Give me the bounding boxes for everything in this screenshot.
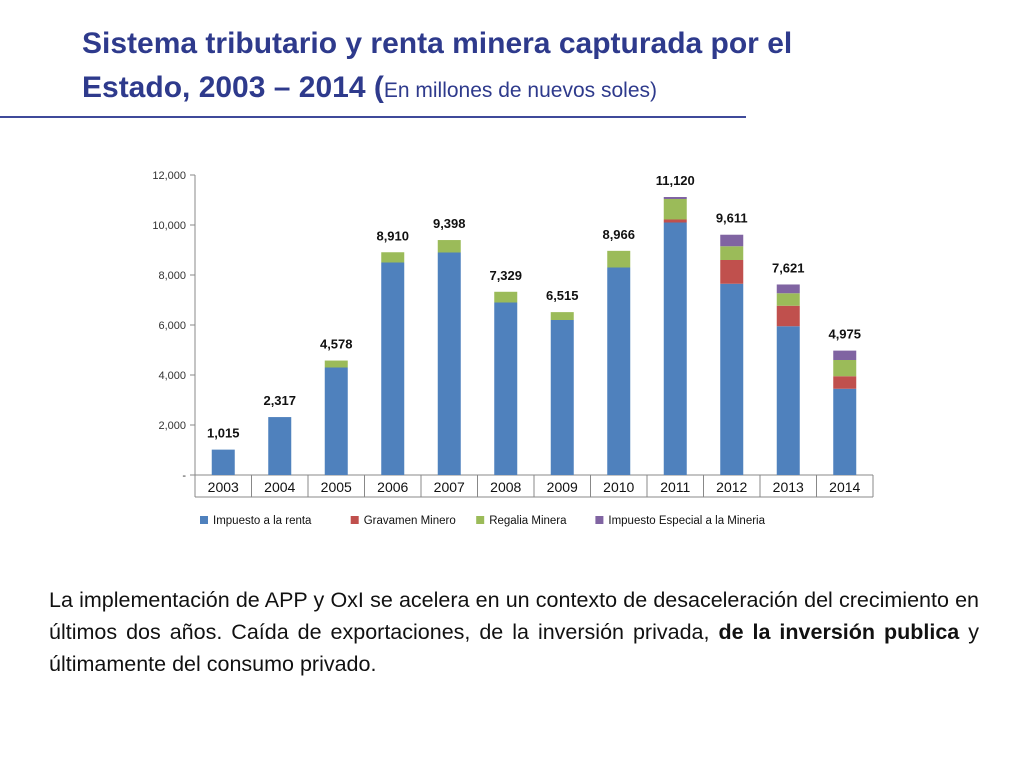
x-tick-label: 2011 xyxy=(660,479,690,495)
bar-segment-regalia-minera xyxy=(381,252,405,263)
x-tick-label: 2008 xyxy=(490,479,521,495)
bar-segment-impuesto-a-la-renta xyxy=(663,222,687,475)
bar-segment-regalia-minera xyxy=(607,250,631,268)
bar-segment-impuesto-a-la-renta xyxy=(776,326,800,475)
legend-swatch xyxy=(350,516,359,524)
bar-segment-impuesto-a-la-renta xyxy=(268,417,292,475)
data-label-total: 4,578 xyxy=(320,337,353,352)
title-divider xyxy=(0,116,746,118)
y-tick-label: 12,000 xyxy=(152,170,186,182)
data-label-total: 7,329 xyxy=(489,268,522,283)
body-paragraph: La implementación de APP y OxI se aceler… xyxy=(49,584,979,680)
data-label-total: 4,975 xyxy=(828,327,861,342)
bar-segment-regalia-minera xyxy=(833,360,857,377)
y-tick-label: - xyxy=(182,470,186,482)
bar-segment-impuesto-a-la-renta xyxy=(324,367,348,475)
bar-segment-gravamen-minero xyxy=(720,260,744,284)
bar-segment-impuesto-a-la-renta xyxy=(211,449,235,475)
data-label-total: 9,611 xyxy=(716,211,748,226)
data-label-total: 8,966 xyxy=(602,227,635,242)
y-tick-label: 4,000 xyxy=(158,370,186,382)
x-tick-label: 2009 xyxy=(547,479,578,495)
chart-legend: Impuesto a la renta Gravamen Minero Regali… xyxy=(200,515,766,527)
data-label-total: 8,910 xyxy=(376,228,409,243)
bar-segment-impuesto-a-la-renta xyxy=(833,388,857,475)
data-label-total: 11,120 xyxy=(656,173,695,188)
legend-label: Impuesto Especial a la Mineria xyxy=(608,515,765,527)
y-tick-label: 6,000 xyxy=(158,320,186,332)
x-tick-label: 2005 xyxy=(321,479,352,495)
bar-segment-impuesto-a-la-renta xyxy=(494,302,518,475)
legend-label: Regalia Minera xyxy=(489,515,567,527)
legend-label: Gravamen Minero xyxy=(364,515,456,527)
legend-swatch xyxy=(595,516,604,524)
bar-segment-regalia-minera xyxy=(437,240,461,253)
data-label-total: 2,317 xyxy=(263,393,296,408)
chart-total-labels: 1,015 2,317 4,578 8,910 9,398 7,329 6,515 8,966… xyxy=(207,173,861,441)
bar-segment-gravamen-minero xyxy=(663,219,687,223)
data-label-total: 7,621 xyxy=(772,260,805,275)
legend-label: Impuesto a la renta xyxy=(213,515,312,527)
data-label-total: 6,515 xyxy=(546,288,579,303)
x-tick-label: 2012 xyxy=(716,479,747,495)
bar-segment-impuesto-especial-a-la-mineria xyxy=(776,284,800,294)
x-tick-label: 2006 xyxy=(377,479,408,495)
x-tick-label: 2010 xyxy=(603,479,634,495)
bar-segment-impuesto-a-la-renta xyxy=(550,320,574,475)
y-tick-label: 8,000 xyxy=(158,270,186,282)
x-tick-label: 2007 xyxy=(434,479,465,495)
bar-segment-regalia-minera xyxy=(494,291,518,303)
bar-segment-regalia-minera xyxy=(324,360,348,368)
bar-segment-impuesto-especial-a-la-mineria xyxy=(833,350,857,360)
title-line-2: Estado, 2003 – 2014 ( xyxy=(82,71,384,104)
bar-segment-impuesto-especial-a-la-mineria xyxy=(663,197,687,199)
bar-segment-regalia-minera xyxy=(776,293,800,306)
x-tick-label: 2004 xyxy=(264,479,295,495)
paragraph-text-1: La implementación de APP y OxI se aceler… xyxy=(49,588,979,644)
chart-axes: - 2,000 4,000 6,000 8,000 10,000 12,000 2003 200… xyxy=(152,170,874,498)
bar-segment-impuesto-a-la-renta xyxy=(437,252,461,475)
legend-swatch xyxy=(200,516,208,524)
y-tick-label: 2,000 xyxy=(158,420,186,432)
data-label-total: 1,015 xyxy=(207,426,240,441)
data-label-total: 9,398 xyxy=(433,216,466,231)
bar-segment-regalia-minera xyxy=(720,246,744,260)
x-tick-label: 2013 xyxy=(773,479,804,495)
title-units: En millones de nuevos soles) xyxy=(383,79,658,102)
bar-segment-regalia-minera xyxy=(550,312,574,320)
paragraph-text-2: y últimamente del consumo privado. xyxy=(49,620,979,676)
title-line-1: Sistema tributario y renta minera captur… xyxy=(82,27,793,60)
chart-bars xyxy=(211,197,857,475)
bar-segment-impuesto-a-la-renta xyxy=(381,262,405,475)
bar-segment-regalia-minera xyxy=(663,199,687,220)
stacked-bar-chart: - 2,000 4,000 6,000 8,000 10,000 12,000 2003 200… xyxy=(152,170,874,527)
paragraph-bold-text: de la inversión publica xyxy=(718,620,960,644)
bar-segment-impuesto-a-la-renta xyxy=(720,283,744,475)
page-title: Sistema tributario y renta minera captur… xyxy=(82,22,982,113)
y-tick-label: 10,000 xyxy=(152,220,186,232)
bar-segment-impuesto-a-la-renta xyxy=(607,267,631,475)
bar-segment-impuesto-especial-a-la-mineria xyxy=(720,234,744,247)
bar-segment-gravamen-minero xyxy=(833,376,857,389)
x-tick-label: 2014 xyxy=(829,479,860,495)
legend-swatch xyxy=(476,516,485,524)
bar-segment-gravamen-minero xyxy=(776,305,800,327)
x-tick-label: 2003 xyxy=(208,479,239,495)
